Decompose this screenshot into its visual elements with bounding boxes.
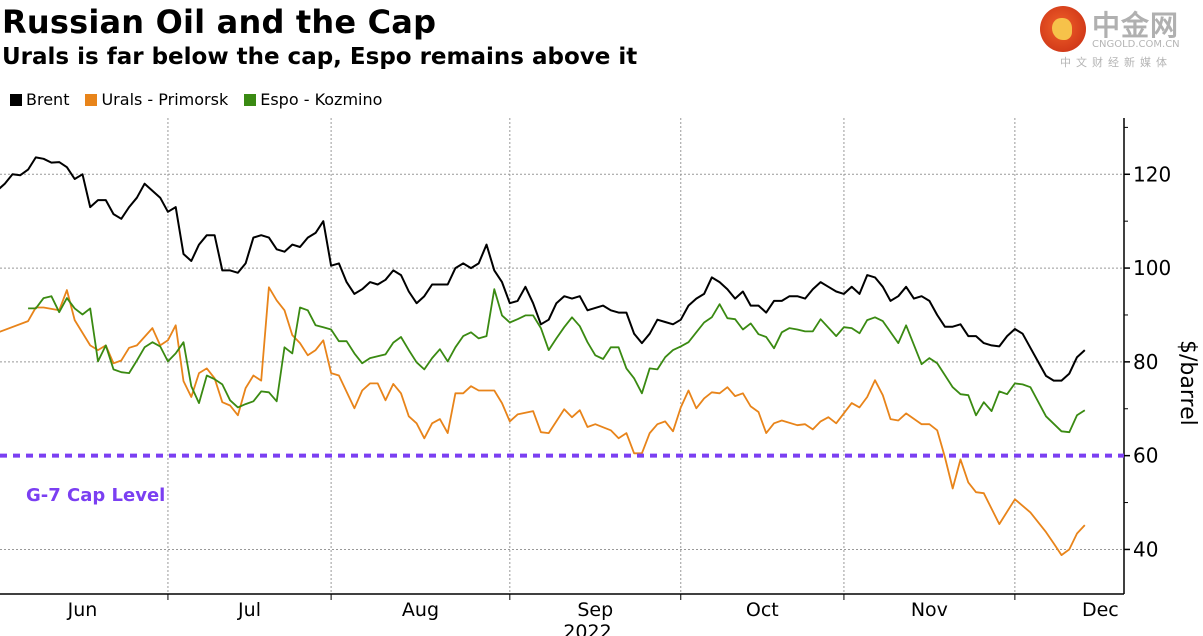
legend-item-urals: Urals - Primorsk — [85, 90, 228, 109]
x-tick-label: Nov — [911, 599, 948, 621]
legend-item-brent: Brent — [10, 90, 69, 109]
x-tick-label: Oct — [746, 599, 779, 621]
y-tick-label: 120 — [1133, 162, 1171, 186]
chart-subtitle: Urals is far below the cap, Espo remains… — [2, 44, 638, 70]
legend-swatch-urals — [85, 93, 98, 106]
y-tick-label: 100 — [1133, 256, 1171, 280]
watermark-logo: 中金网 CNGOLD.COM.CN 中文财经新媒体 — [1040, 4, 1200, 77]
watermark-brand: 中金网 — [1092, 9, 1180, 42]
legend-label: Urals - Primorsk — [101, 90, 229, 109]
x-axis-year-label: 2022 — [563, 621, 611, 636]
y-tick-label: 40 — [1133, 537, 1158, 561]
legend-swatch-brent — [10, 93, 22, 106]
x-tick-label: Aug — [402, 599, 439, 621]
y-axis-label: $/barrel — [1175, 340, 1200, 426]
y-tick-label: 60 — [1133, 444, 1158, 468]
legend-label: Espo - Kozmino — [260, 90, 383, 109]
series-line-espo — [28, 288, 1086, 434]
chart-title: Russian Oil and the Cap — [2, 3, 437, 41]
watermark-domain: CNGOLD.COM.CN — [1092, 39, 1180, 50]
series-line-brent — [0, 156, 1086, 382]
x-tick-label: Jul — [237, 599, 261, 621]
watermark-emblem-icon — [1040, 6, 1086, 52]
x-tick-label: Jun — [67, 599, 98, 621]
legend-swatch-espo — [244, 93, 257, 106]
legend: Brent Urals - Primorsk Espo - Kozmino — [10, 90, 382, 109]
legend-item-espo: Espo - Kozmino — [244, 90, 382, 109]
watermark-tagline: 中文财经新媒体 — [1060, 56, 1172, 69]
cap-level-label: G-7 Cap Level — [26, 485, 166, 506]
series-line-urals — [0, 286, 1086, 556]
legend-label: Brent — [26, 90, 70, 109]
x-tick-label: Sep — [577, 599, 613, 621]
x-tick-label: Dec — [1082, 599, 1119, 621]
y-tick-label: 80 — [1133, 350, 1158, 374]
